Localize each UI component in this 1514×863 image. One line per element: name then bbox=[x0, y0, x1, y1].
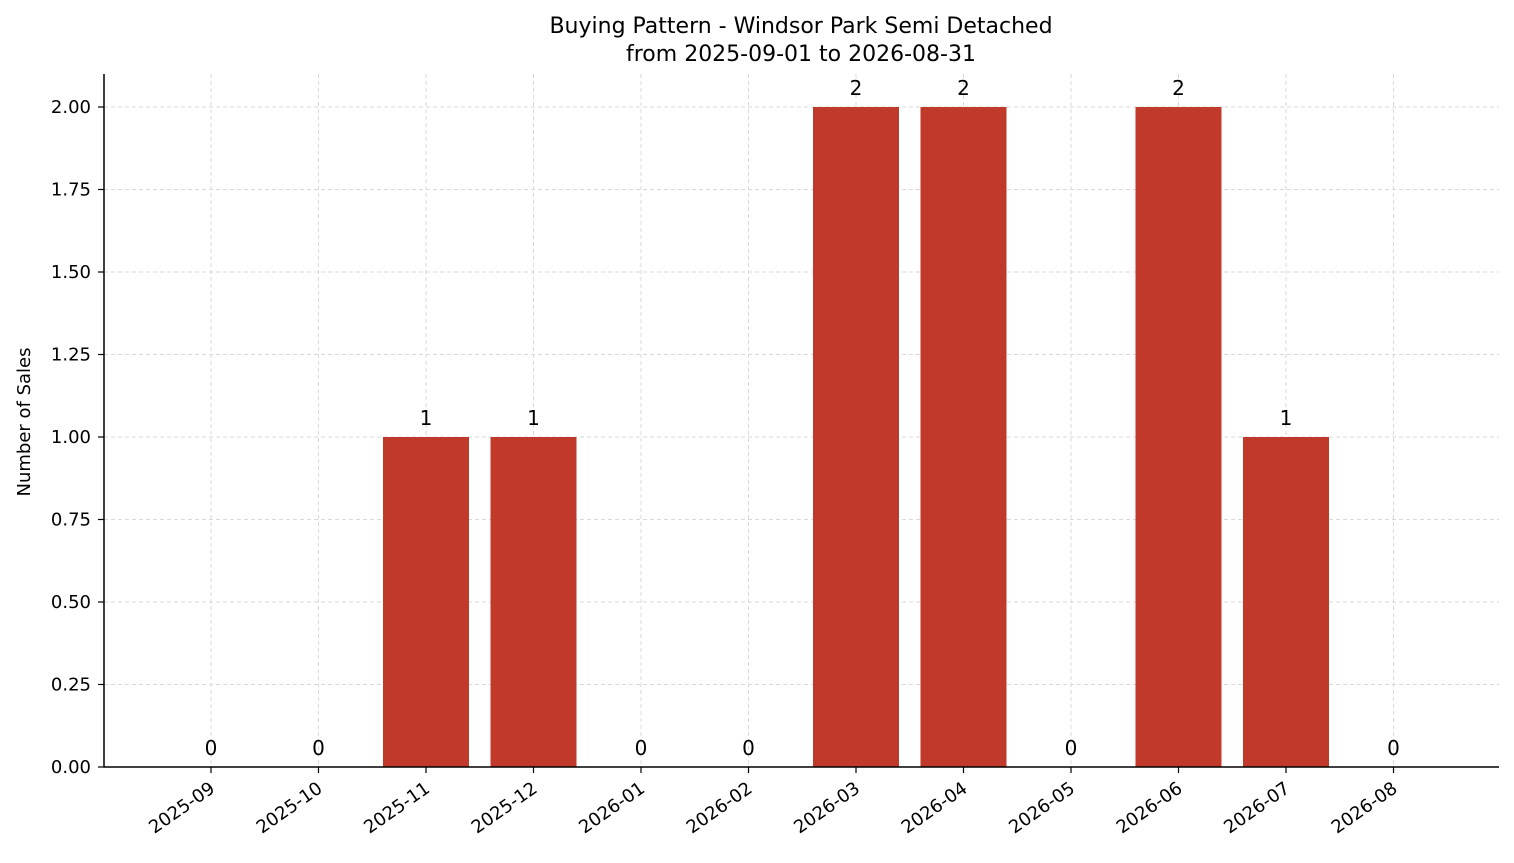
bar-2026-07 bbox=[1243, 437, 1329, 767]
bar-2026-04 bbox=[920, 107, 1007, 767]
bar-2026-06 bbox=[1135, 107, 1222, 767]
x-axis-ticks: 2025-09 2025-10 2025-11 2025-12 2026-01 2026-… bbox=[145, 767, 1401, 838]
y-tick-label: 2.00 bbox=[51, 97, 91, 118]
y-tick-label: 1.75 bbox=[51, 180, 91, 201]
bar-2025-12 bbox=[490, 437, 577, 767]
x-tick-label: 2025-11 bbox=[360, 778, 434, 838]
bar-value-label: 0 bbox=[742, 736, 755, 760]
y-axis-ticks: 0.00 0.25 0.50 0.75 1.00 1.25 1.50 1.75 2.00 bbox=[51, 97, 104, 778]
y-tick-label: 1.25 bbox=[51, 345, 91, 366]
bar-value-label: 2 bbox=[1172, 76, 1185, 100]
bar-value-label: 2 bbox=[850, 76, 863, 100]
x-tick-label: 2025-10 bbox=[253, 778, 327, 838]
x-tick-label: 2026-05 bbox=[1005, 778, 1079, 838]
y-tick-label: 1.00 bbox=[51, 427, 91, 448]
y-axis-label: Number of Sales bbox=[14, 347, 35, 496]
bar-value-label: 2 bbox=[957, 76, 970, 100]
y-tick-label: 0.75 bbox=[51, 510, 91, 531]
bars bbox=[383, 107, 1329, 767]
x-tick-label: 2026-02 bbox=[683, 778, 757, 838]
chart-title: Buying Pattern - Windsor Park Semi Detac… bbox=[549, 14, 1052, 39]
y-tick-label: 1.50 bbox=[51, 262, 91, 283]
x-tick-label: 2026-01 bbox=[575, 778, 649, 838]
x-tick-label: 2026-06 bbox=[1113, 778, 1187, 838]
bar-2025-11 bbox=[383, 437, 469, 767]
x-tick-label: 2025-09 bbox=[145, 778, 219, 838]
y-tick-label: 0.50 bbox=[51, 592, 91, 613]
y-tick-label: 0.00 bbox=[51, 757, 91, 778]
x-tick-label: 2026-07 bbox=[1220, 778, 1294, 838]
bar-value-label: 1 bbox=[1280, 406, 1293, 430]
chart-subtitle: from 2025-09-01 to 2026-08-31 bbox=[626, 42, 976, 67]
y-tick-label: 0.25 bbox=[51, 675, 91, 696]
bar-value-label: 1 bbox=[420, 406, 433, 430]
bar-labels: 0 0 1 1 0 0 2 2 0 2 1 0 bbox=[205, 76, 1400, 760]
x-tick-label: 2026-03 bbox=[790, 778, 864, 838]
bar-value-label: 0 bbox=[1387, 736, 1400, 760]
x-tick-label: 2026-04 bbox=[898, 778, 972, 838]
x-tick-label: 2026-08 bbox=[1328, 778, 1402, 838]
bar-value-label: 0 bbox=[205, 736, 218, 760]
bar-value-label: 0 bbox=[1065, 736, 1078, 760]
x-tick-label: 2025-12 bbox=[468, 778, 542, 838]
bar-value-label: 0 bbox=[635, 736, 648, 760]
bar-value-label: 1 bbox=[527, 406, 540, 430]
bar-value-label: 0 bbox=[312, 736, 325, 760]
bar-2026-03 bbox=[813, 107, 899, 767]
